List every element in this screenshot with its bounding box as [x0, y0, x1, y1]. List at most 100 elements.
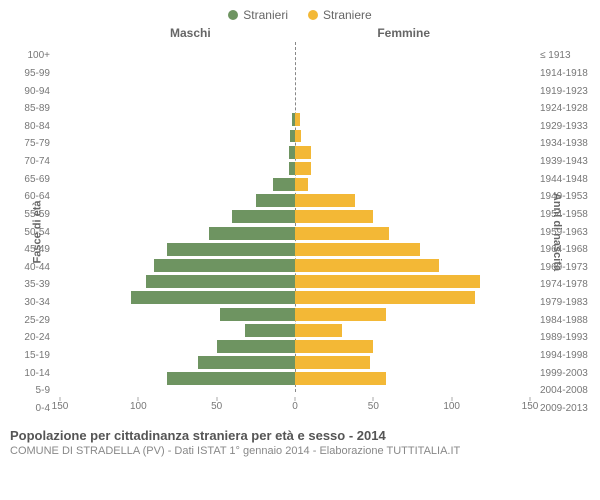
birth-label: ≤ 1913: [535, 47, 600, 65]
female-bar: [295, 372, 386, 385]
female-bar: [295, 194, 355, 207]
female-swatch: [308, 10, 318, 20]
bar-row: [60, 193, 530, 209]
age-label: 20-24: [0, 329, 55, 347]
female-bar: [295, 227, 389, 240]
female-bar: [295, 210, 373, 223]
male-bar: [273, 178, 295, 191]
birth-label: 1954-1958: [535, 206, 600, 224]
bar-row: [60, 306, 530, 322]
y-right-labels: ≤ 19131914-19181919-19231924-19281929-19…: [535, 47, 600, 417]
legend-male-label: Stranieri: [243, 8, 288, 22]
age-label: 70-74: [0, 153, 55, 171]
female-bar: [295, 146, 311, 159]
bar-row: [60, 257, 530, 273]
age-label: 35-39: [0, 276, 55, 294]
y-left-labels: 100+95-9990-9485-8980-8475-7970-7465-696…: [0, 47, 55, 417]
age-label: 75-79: [0, 135, 55, 153]
xtick-label: 0: [292, 401, 298, 412]
chart-subtitle: COMUNE DI STRADELLA (PV) - Dati ISTAT 1°…: [10, 445, 590, 457]
bar-row: [60, 96, 530, 112]
column-headers: Maschi Femmine: [0, 26, 600, 42]
birth-label: 1979-1983: [535, 294, 600, 312]
male-bar: [256, 194, 295, 207]
age-label: 40-44: [0, 259, 55, 277]
male-bar: [146, 275, 295, 288]
male-bar: [198, 356, 295, 369]
birth-label: 1959-1963: [535, 223, 600, 241]
male-bar: [154, 259, 295, 272]
age-label: 5-9: [0, 382, 55, 400]
female-bar: [295, 340, 373, 353]
age-label: 15-19: [0, 347, 55, 365]
bar-row: [60, 209, 530, 225]
birth-label: 2004-2008: [535, 382, 600, 400]
birth-label: 1969-1973: [535, 259, 600, 277]
xtick-label: 150: [522, 401, 539, 412]
bar-row: [60, 63, 530, 79]
bar-row: [60, 144, 530, 160]
chart-title: Popolazione per cittadinanza straniera p…: [10, 428, 590, 443]
female-bar: [295, 243, 420, 256]
male-bar: [209, 227, 295, 240]
birth-label: 2009-2013: [535, 400, 600, 418]
xtick-label: 100: [130, 401, 147, 412]
chart-area: Fasce di età Anni di nascita 100+95-9990…: [0, 42, 600, 422]
birth-label: 1989-1993: [535, 329, 600, 347]
male-bar: [220, 308, 295, 321]
plot: [60, 42, 530, 392]
female-bar: [295, 324, 342, 337]
bar-row: [60, 371, 530, 387]
bar-row: [60, 290, 530, 306]
age-label: 0-4: [0, 400, 55, 418]
birth-label: 1914-1918: [535, 65, 600, 83]
male-bar: [167, 243, 295, 256]
xtick-label: 50: [368, 401, 379, 412]
birth-label: 1934-1938: [535, 135, 600, 153]
age-label: 90-94: [0, 82, 55, 100]
birth-label: 1984-1988: [535, 311, 600, 329]
age-label: 30-34: [0, 294, 55, 312]
age-label: 95-99: [0, 65, 55, 83]
x-axis: 15010050050100150: [60, 397, 530, 422]
legend-female: Straniere: [308, 8, 372, 22]
birth-label: 1999-2003: [535, 364, 600, 382]
age-label: 55-59: [0, 206, 55, 224]
age-label: 100+: [0, 47, 55, 65]
birth-label: 1939-1943: [535, 153, 600, 171]
bar-row: [60, 241, 530, 257]
legend: Stranieri Straniere: [0, 0, 600, 26]
female-bar: [295, 308, 386, 321]
bar-row: [60, 177, 530, 193]
age-label: 45-49: [0, 241, 55, 259]
bar-row: [60, 225, 530, 241]
legend-male: Stranieri: [228, 8, 288, 22]
bar-row: [60, 47, 530, 63]
pyramid-chart: Stranieri Straniere Maschi Femmine Fasce…: [0, 0, 600, 500]
header-female: Femmine: [377, 26, 430, 40]
birth-label: 1964-1968: [535, 241, 600, 259]
male-swatch: [228, 10, 238, 20]
bar-rows: [60, 47, 530, 387]
age-label: 50-54: [0, 223, 55, 241]
male-bar: [217, 340, 295, 353]
xtick-label: 100: [443, 401, 460, 412]
age-label: 10-14: [0, 364, 55, 382]
female-bar: [295, 259, 439, 272]
birth-label: 1919-1923: [535, 82, 600, 100]
birth-label: 1974-1978: [535, 276, 600, 294]
bar-row: [60, 160, 530, 176]
female-bar: [295, 178, 308, 191]
birth-label: 1949-1953: [535, 188, 600, 206]
footer: Popolazione per cittadinanza straniera p…: [0, 422, 600, 457]
bar-row: [60, 338, 530, 354]
female-bar: [295, 291, 475, 304]
age-label: 80-84: [0, 118, 55, 136]
male-bar: [232, 210, 295, 223]
birth-label: 1944-1948: [535, 170, 600, 188]
male-bar: [167, 372, 295, 385]
bar-row: [60, 355, 530, 371]
birth-label: 1994-1998: [535, 347, 600, 365]
male-bar: [131, 291, 296, 304]
bar-row: [60, 322, 530, 338]
